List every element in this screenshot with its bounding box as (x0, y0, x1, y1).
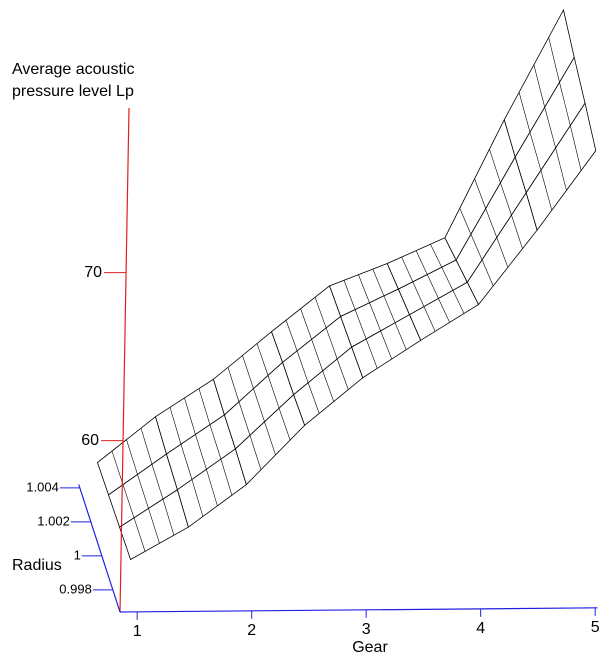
x-axis-title: Gear (352, 639, 388, 656)
mesh-line (540, 170, 553, 211)
mesh-line (322, 370, 335, 402)
mesh-line (383, 295, 396, 323)
mesh-line (311, 339, 323, 371)
mesh-line (278, 408, 291, 441)
mesh-line (559, 82, 571, 126)
mesh-line (122, 484, 135, 518)
mesh-line (474, 178, 486, 209)
mesh-line (555, 147, 567, 191)
mesh-line (296, 350, 309, 383)
y-axis (78, 484, 121, 613)
mesh-line (169, 407, 182, 445)
x-axis (119, 607, 598, 613)
x-tick-label: 5 (591, 619, 600, 636)
z-axis-title: Average acoustic (12, 61, 134, 78)
mesh-line (481, 259, 494, 287)
mesh-line (140, 428, 153, 465)
surface-cell (525, 102, 597, 231)
mesh-line (415, 250, 428, 275)
mesh-line (227, 367, 240, 402)
mesh-line (195, 434, 207, 470)
mesh-line (430, 244, 442, 268)
mesh-line (412, 281, 425, 307)
mesh-line (496, 237, 509, 268)
mesh-line (198, 388, 211, 425)
mesh-line (369, 302, 381, 332)
x-tick-label: 1 (133, 623, 142, 640)
mesh-line (242, 355, 254, 389)
y-axis-title: Radius (12, 557, 62, 574)
mesh-line (438, 298, 450, 323)
x-tick-label: 4 (476, 620, 485, 637)
mesh-line (401, 256, 414, 282)
mesh-line (544, 107, 556, 149)
y-tick-label: 1 (74, 547, 81, 562)
mesh-line (307, 382, 320, 414)
mesh-line (470, 234, 483, 261)
mesh-line (533, 64, 546, 108)
mesh-line (264, 421, 276, 456)
mesh-line (137, 474, 149, 509)
mesh-line (529, 132, 542, 171)
mesh-line (372, 268, 385, 297)
mesh-line (518, 92, 531, 133)
y-tick-label: 1.004 (26, 479, 59, 494)
mesh-line (184, 397, 196, 435)
mesh-line (343, 280, 356, 310)
mesh-line (209, 424, 222, 460)
mesh-line (354, 309, 367, 340)
mesh-line (220, 459, 233, 496)
mesh-line (365, 338, 378, 369)
mesh-line (380, 330, 393, 360)
mesh-line (206, 469, 218, 506)
z-axis-title: pressure level Lp (12, 83, 134, 100)
mesh-line (133, 517, 146, 552)
mesh-line (336, 358, 349, 390)
z-tick-label: 60 (81, 432, 99, 449)
mesh-line (325, 327, 338, 360)
mesh-line (180, 444, 193, 480)
z-axis (119, 107, 130, 613)
mesh-line (548, 37, 560, 83)
x-tick-label: 3 (362, 621, 371, 638)
mesh-line (126, 439, 138, 475)
mesh-line (511, 215, 523, 249)
y-tick-label: 1.002 (37, 513, 70, 528)
mesh-line (148, 508, 160, 544)
mesh-line (394, 322, 407, 350)
mesh-line (267, 375, 280, 409)
mesh-line (111, 450, 124, 485)
mesh-line (162, 499, 175, 536)
mesh-line (459, 208, 472, 235)
mesh-line (249, 435, 262, 470)
mesh-line (358, 274, 370, 303)
mesh-line (256, 343, 269, 376)
mesh-line (485, 208, 498, 238)
mesh-line (314, 297, 327, 329)
mesh-line (500, 182, 512, 216)
z-tick-label: 70 (84, 264, 102, 281)
mesh-line (151, 464, 164, 500)
mesh-line (191, 479, 204, 517)
mesh-line (441, 267, 454, 291)
mesh-line (300, 308, 312, 340)
mesh-line (452, 290, 465, 314)
y-tick-label: 0.998 (59, 581, 92, 596)
mesh-line (253, 388, 265, 422)
mesh-line (423, 306, 436, 332)
mesh-line (426, 274, 439, 299)
x-tick-label: 2 (247, 622, 256, 639)
mesh-line (238, 401, 251, 436)
mesh-line (570, 125, 582, 171)
mesh-line (285, 320, 298, 351)
mesh-line (489, 149, 501, 183)
